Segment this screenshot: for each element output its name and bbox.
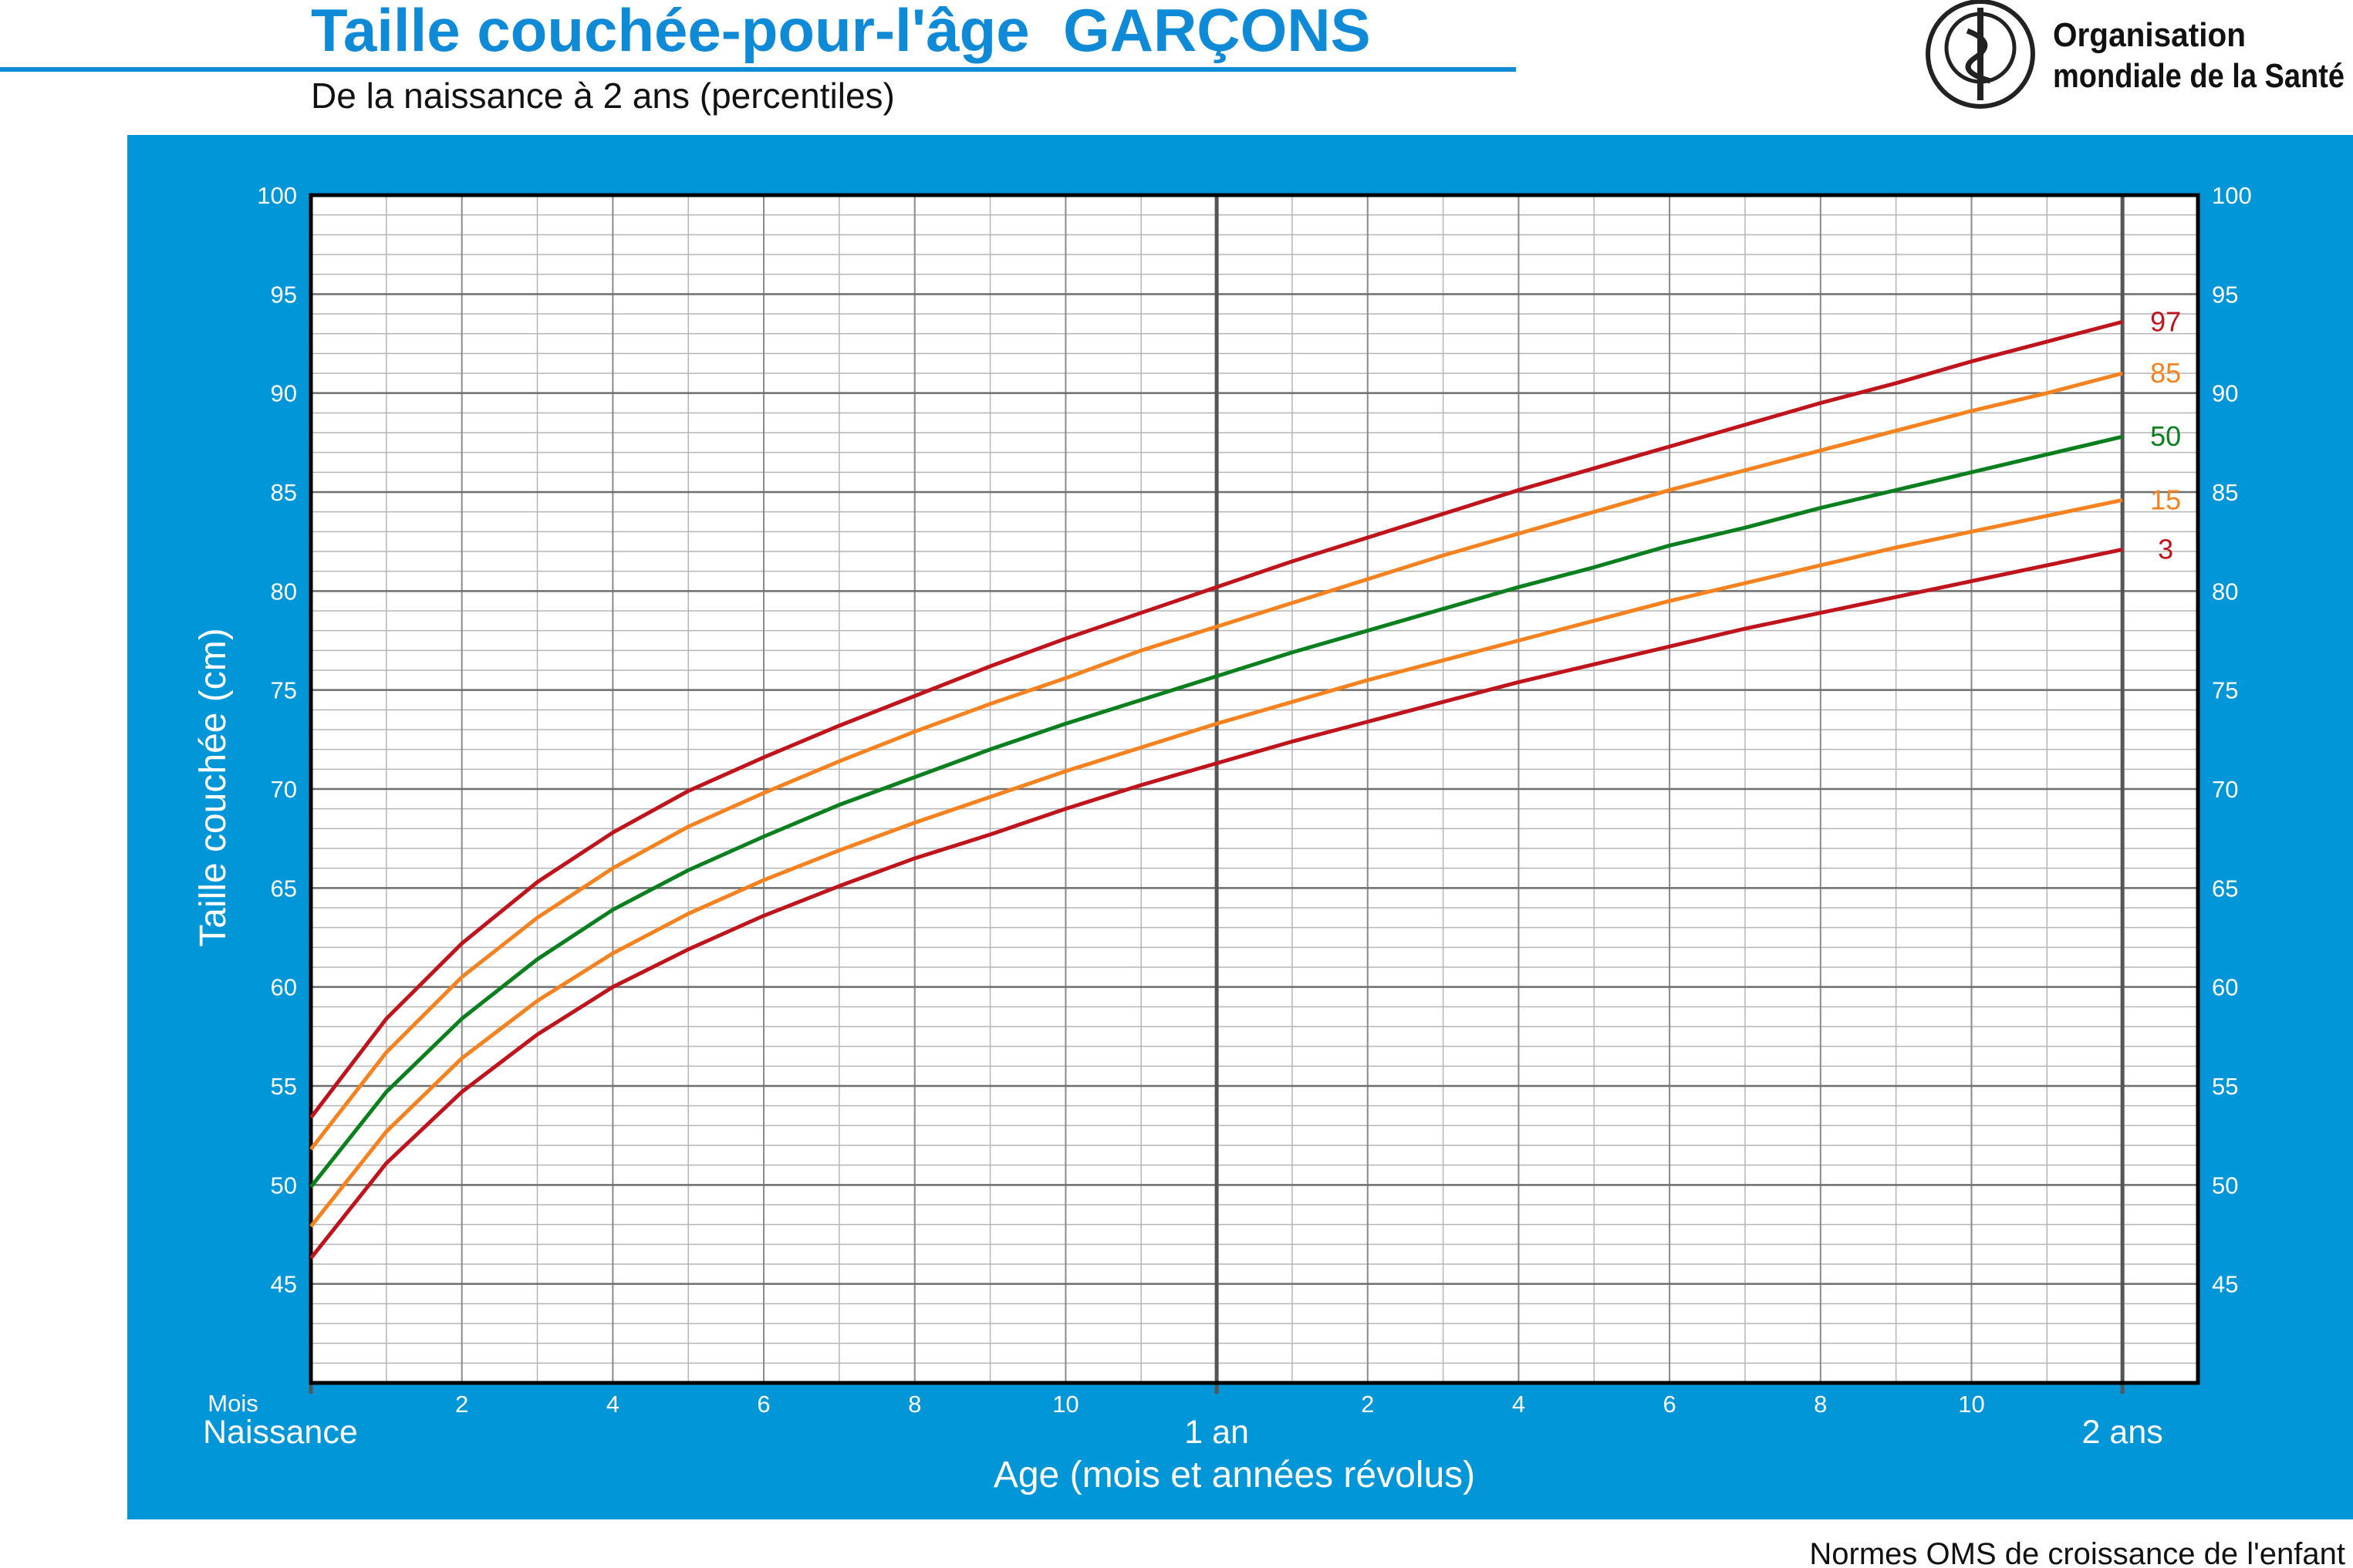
y-tick-label: 60 (2212, 974, 2238, 1001)
y-tick-label: 80 (271, 578, 297, 605)
x-tick-label: 4 (1512, 1391, 1525, 1418)
x-major-label: 2 ans (2082, 1414, 2163, 1451)
y-tick-label: 50 (2212, 1172, 2238, 1199)
x-axis-label: Age (mois et années révolus) (994, 1455, 1475, 1496)
logo: Organisation mondiale de la Santé (1926, 0, 2345, 109)
series-label: 15 (2150, 484, 2181, 515)
y-tick-label: 95 (271, 281, 297, 308)
x-tick-label: 2 (455, 1391, 468, 1418)
y-tick-label: 100 (2212, 182, 2252, 209)
y-tick-label: 70 (271, 776, 297, 803)
percentile-line (309, 497, 2123, 1228)
x-tick-label: 6 (1663, 1391, 1676, 1418)
percentile-line (309, 547, 2123, 1259)
y-tick-label: 55 (2212, 1073, 2238, 1100)
x-tick-label: 10 (1052, 1391, 1079, 1418)
y-tick-label: 70 (2212, 776, 2238, 803)
y-tick-label: 45 (2212, 1271, 2238, 1298)
percentile-line (309, 371, 2123, 1151)
x-tick-label: 8 (1814, 1391, 1827, 1418)
x-unit-label: Mois (208, 1390, 258, 1417)
x-tick-label: 6 (757, 1391, 770, 1418)
y-tick-label: 65 (2212, 875, 2238, 902)
y-tick-label: 100 (257, 182, 297, 209)
x-tick-label: 8 (908, 1391, 921, 1418)
percentile-line (309, 319, 2123, 1119)
chart-subtitle: De la naissance à 2 ans (percentiles) (311, 76, 895, 116)
logo-text: mondiale de la Santé (2053, 57, 2345, 95)
y-tick-label: 90 (2212, 380, 2238, 407)
y-tick-label: 65 (271, 875, 297, 902)
series-label: 50 (2150, 420, 2181, 452)
plot-border (309, 193, 2200, 1385)
series-label: 97 (2150, 305, 2181, 337)
y-tick-label: 95 (2212, 281, 2238, 308)
y-tick-label: 85 (2212, 479, 2238, 506)
x-tick-label: 2 (1361, 1391, 1374, 1418)
footer: Normes OMS de croissance de l'enfant (1809, 1537, 2345, 1568)
logo-serpent (1965, 28, 1991, 84)
y-tick-label: 75 (2212, 677, 2238, 704)
x-tick-label: 4 (606, 1391, 619, 1418)
x-tick-label: 10 (1958, 1391, 1984, 1418)
title-rule (0, 67, 1516, 72)
y-tick-label: 45 (271, 1271, 297, 1298)
plot: 45 45 50 50 55 55 60 60 65 65 70 70 75 75 80 80 85 85 90 90… (203, 182, 2252, 1451)
y-axis-label: Taille couchée (cm) (193, 628, 234, 946)
y-tick-label: 85 (271, 479, 297, 506)
logo-emblem (1926, 0, 2035, 109)
percentile-line (309, 434, 2123, 1189)
x-major-label: Naissance (203, 1414, 358, 1451)
chart-title: Taille couchée-pour-l'âge GARÇONS (311, 0, 1371, 64)
y-tick-label: 60 (271, 974, 297, 1001)
x-major-label: 1 an (1184, 1414, 1249, 1451)
series-label: 3 (2158, 533, 2173, 565)
y-tick-label: 75 (271, 677, 297, 704)
series-label: 85 (2150, 357, 2181, 389)
y-tick-label: 80 (2212, 578, 2238, 605)
logo-text: Organisation (2053, 16, 2246, 54)
y-tick-label: 55 (271, 1073, 297, 1100)
y-tick-label: 50 (271, 1172, 297, 1199)
y-tick-label: 90 (271, 380, 297, 407)
